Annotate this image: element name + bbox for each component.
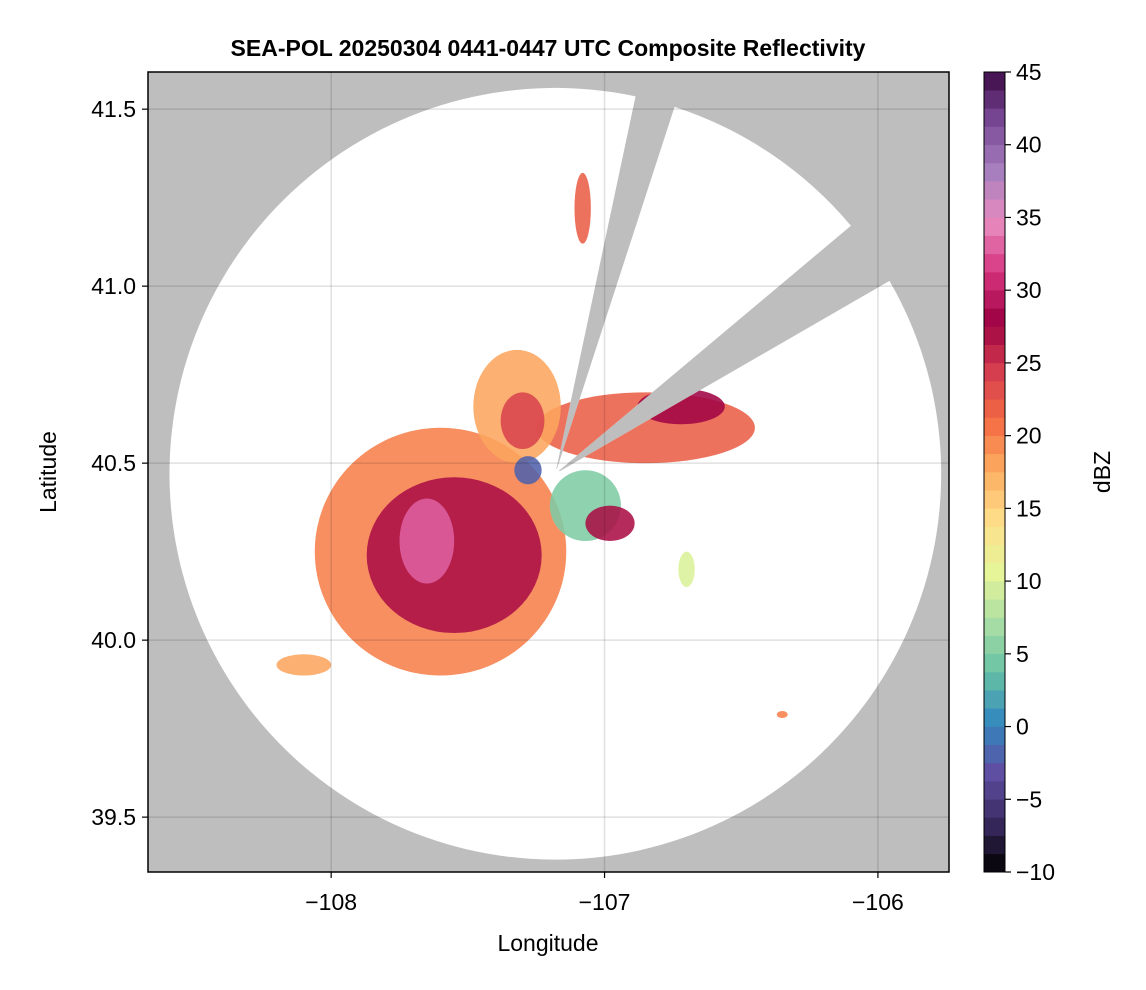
echo-main-complex-peak — [399, 498, 455, 584]
colorbar-segment — [984, 635, 1005, 655]
echo-east-small-cell — [678, 551, 695, 588]
colorbar-segment — [984, 289, 1005, 309]
colorbar-tick-label: −10 — [1016, 859, 1055, 885]
colorbar-segment — [984, 689, 1005, 709]
colorbar-segment — [984, 198, 1005, 218]
y-tick-label: 41.0 — [91, 273, 136, 299]
colorbar-segment — [984, 271, 1005, 291]
plot-frame — [147, 71, 950, 873]
x-tick-label: −108 — [305, 889, 357, 915]
y-axis-label: Latitude — [35, 431, 61, 513]
colorbar-segment — [984, 126, 1005, 146]
colorbar-segment — [984, 180, 1005, 200]
colorbar-segment — [984, 617, 1005, 636]
x-tick-label: −106 — [852, 889, 904, 915]
colorbar-segment — [984, 853, 1005, 873]
colorbar-tick-label: 25 — [1016, 350, 1042, 376]
colorbar-segment — [984, 508, 1005, 527]
colorbar-segment — [984, 144, 1005, 164]
colorbar-segment — [984, 435, 1005, 455]
colorbar-tick-label: 35 — [1016, 204, 1042, 230]
y-axis-ticks: 39.5 40.0 40.5 41.0 41.5 — [91, 96, 148, 830]
colorbar-segment — [984, 471, 1005, 491]
echo-main-complex-core — [366, 477, 542, 634]
colorbar-segment — [984, 71, 1005, 91]
colorbar-segment — [984, 562, 1005, 582]
colorbar-segment — [984, 380, 1005, 400]
colorbar-segment — [984, 744, 1005, 764]
colorbar-ticks: −10 −5 0 5 10 15 20 25 30 35 40 45 — [1005, 59, 1055, 885]
grid-lines — [148, 72, 949, 872]
reflectivity-echoes — [276, 172, 788, 719]
colorbar-segment — [984, 598, 1005, 618]
y-tick-label: 40.5 — [91, 450, 136, 476]
colorbar-segment — [984, 108, 1005, 127]
colorbar-segment — [984, 362, 1005, 382]
colorbar-segment — [984, 89, 1005, 109]
echo-south-east-cell — [585, 505, 635, 542]
colorbar-segment — [984, 453, 1005, 473]
plot-area — [147, 71, 950, 873]
colorbar-segment — [984, 544, 1005, 564]
echo-southeast-speck — [776, 710, 788, 719]
colorbar-tick-label: 10 — [1016, 568, 1042, 594]
colorbar-tick-label: 30 — [1016, 277, 1042, 303]
colorbar-segment — [984, 762, 1005, 782]
colorbar-segment — [984, 726, 1005, 746]
echo-far-north-cells — [574, 172, 591, 244]
colorbar-segment — [984, 671, 1005, 691]
echo-southwest-streak — [276, 654, 332, 676]
colorbar-tick-label: −5 — [1016, 786, 1042, 812]
colorbar-segment — [984, 653, 1005, 673]
colorbar-tick-label: 5 — [1016, 641, 1029, 667]
colorbar-segment — [984, 217, 1005, 236]
colorbar-segment — [984, 253, 1005, 273]
y-tick-label: 41.5 — [91, 96, 136, 122]
radar-site-marker — [550, 468, 561, 479]
colorbar — [983, 71, 1006, 873]
colorbar-tick-label: 45 — [1016, 59, 1042, 85]
echo-near-radar-clutter — [514, 456, 542, 485]
colorbar-label: dBZ — [1089, 451, 1115, 493]
x-axis-label: Longitude — [497, 930, 598, 956]
colorbar-segment — [984, 398, 1005, 418]
colorbar-tick-label: 20 — [1016, 423, 1042, 449]
y-tick-label: 40.0 — [91, 627, 136, 653]
colorbar-segment — [984, 798, 1005, 818]
colorbar-segment — [984, 817, 1005, 836]
colorbar-segment — [984, 780, 1005, 800]
colorbar-segment — [984, 326, 1005, 346]
colorbar-tick-label: 15 — [1016, 495, 1042, 521]
y-tick-label: 39.5 — [91, 804, 136, 830]
colorbar-tick-label: 0 — [1016, 714, 1029, 740]
colorbar-segment — [984, 417, 1005, 436]
x-axis-ticks: −108 −107 −106 — [305, 872, 904, 915]
chart-title: SEA-POL 20250304 0441-0447 UTC Composite… — [231, 35, 866, 61]
colorbar-segment — [984, 835, 1005, 855]
echo-north-cell-core — [500, 392, 545, 449]
colorbar-segment — [984, 308, 1005, 327]
x-tick-label: −107 — [579, 889, 631, 915]
colorbar-segment — [984, 526, 1005, 546]
colorbar-frame — [983, 71, 1006, 873]
colorbar-segment — [984, 489, 1005, 509]
colorbar-segment — [984, 162, 1005, 182]
colorbar-segment — [984, 235, 1005, 255]
colorbar-segment — [984, 708, 1005, 727]
colorbar-segment — [984, 344, 1005, 364]
colorbar-tick-label: 40 — [1016, 132, 1042, 158]
colorbar-segment — [984, 580, 1005, 600]
